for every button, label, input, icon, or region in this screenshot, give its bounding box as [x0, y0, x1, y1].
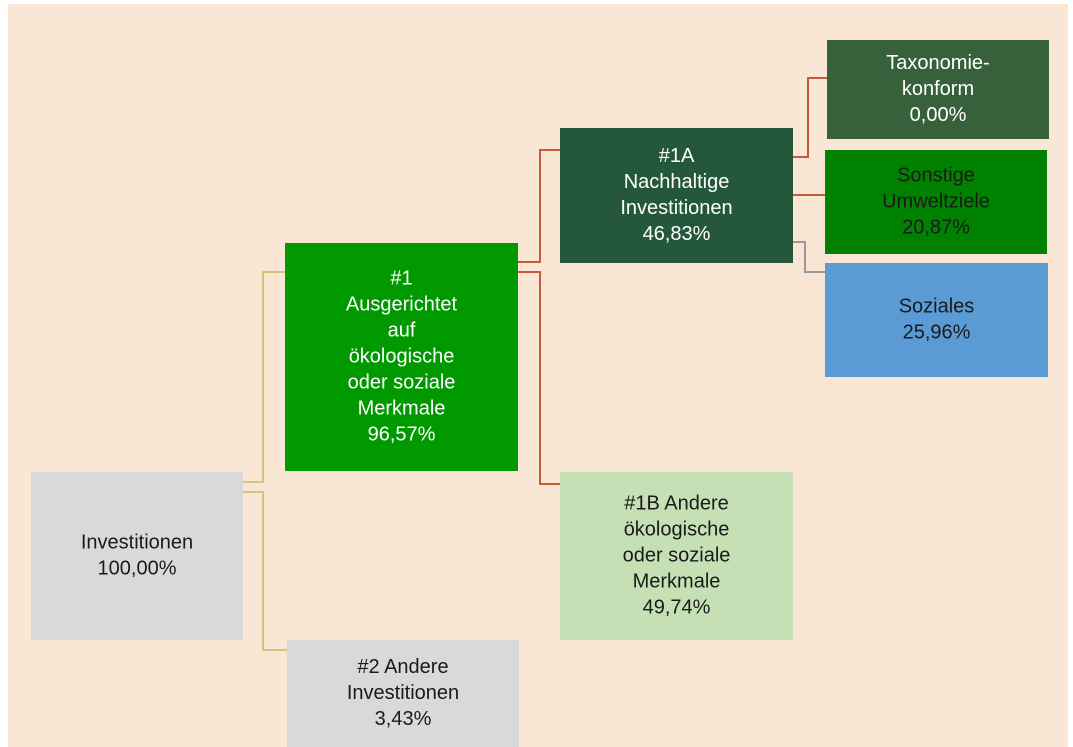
node-box: [825, 150, 1047, 254]
node-box: [287, 640, 519, 747]
node-label: oder soziale: [348, 371, 456, 393]
connector: [518, 149, 560, 263]
connector: [793, 241, 825, 273]
node-label: ökologische: [624, 518, 730, 540]
connector: [518, 271, 560, 485]
node-label: ökologische: [349, 345, 455, 367]
node-label: #1A: [659, 145, 695, 167]
node-box: [31, 472, 243, 640]
node-label: 46,83%: [643, 223, 711, 245]
node-label: 25,96%: [903, 321, 971, 343]
node-label: #2 Andere: [357, 656, 448, 678]
node-label: Nachhaltige: [624, 171, 730, 193]
node-label: 20,87%: [902, 216, 970, 238]
node-box: [825, 263, 1048, 377]
node-label: Taxonomie-: [886, 52, 989, 74]
node-label: Umweltziele: [882, 190, 990, 212]
node-label: 100,00%: [98, 557, 177, 579]
node-label: oder soziale: [623, 544, 731, 566]
node-box: [827, 40, 1049, 139]
node-label: Ausgerichtet: [346, 293, 458, 315]
node-label: Soziales: [899, 295, 975, 317]
node-label: Sonstige: [897, 164, 975, 186]
node-label: 3,43%: [375, 708, 432, 730]
node-label: Investitionen: [347, 682, 459, 704]
node-label: #1B Andere: [624, 492, 729, 514]
node-box: [560, 472, 793, 640]
node-label: Merkmale: [633, 570, 721, 592]
node-label: 49,74%: [643, 596, 711, 618]
node-label: Merkmale: [358, 397, 446, 419]
node-box: [560, 128, 793, 263]
connector: [243, 491, 287, 651]
node-label: auf: [388, 319, 416, 341]
node-label: konform: [902, 78, 974, 100]
node-label: 96,57%: [368, 423, 436, 445]
node-label: Investitionen: [620, 197, 732, 219]
node-box: [285, 243, 518, 471]
connectors: [243, 77, 827, 651]
connector: [243, 271, 285, 483]
node-label: #1: [390, 267, 412, 289]
connector: [793, 77, 827, 158]
node-label: Investitionen: [81, 531, 193, 553]
node-label: 0,00%: [910, 104, 967, 126]
